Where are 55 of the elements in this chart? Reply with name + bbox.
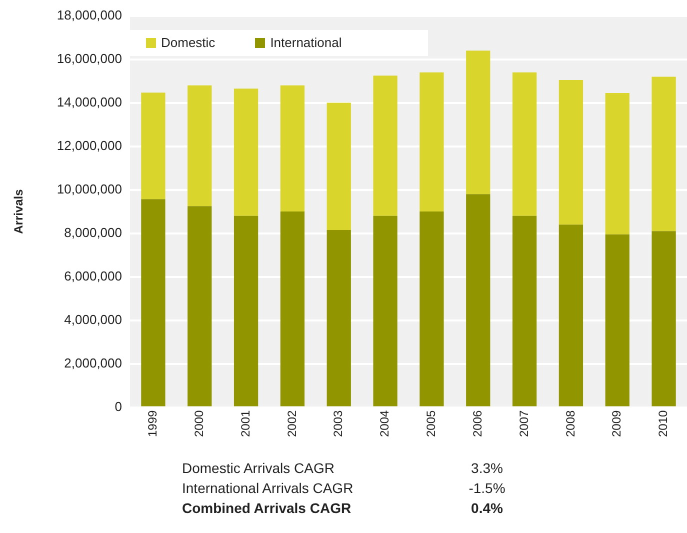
bar xyxy=(234,88,258,216)
x-tick-label: 2005 xyxy=(424,410,438,438)
bar xyxy=(234,216,258,406)
y-tick-label: 18,000,000 xyxy=(56,7,122,22)
bar xyxy=(373,216,398,406)
bar xyxy=(188,206,212,406)
x-tick-label: 1999 xyxy=(146,410,160,438)
bar xyxy=(558,224,584,406)
bar xyxy=(373,76,398,216)
x-tick-label: 2000 xyxy=(192,410,206,438)
text: 3.3% xyxy=(470,460,504,476)
bar xyxy=(652,76,676,232)
bar xyxy=(605,234,630,406)
y-tick-label: 6,000,000 xyxy=(64,268,122,284)
y-tick-label: 2,000,000 xyxy=(64,355,122,370)
text: Domestic Arrivals CAGR xyxy=(182,460,336,476)
y-tick-label: 12,000,000 xyxy=(56,138,122,153)
bar xyxy=(420,212,444,406)
bar xyxy=(652,231,676,406)
text: International Arrivals CAGR xyxy=(182,480,354,496)
bar xyxy=(141,199,166,406)
y-tick-label: 8,000,000 xyxy=(64,224,122,240)
x-tick-label: 2009 xyxy=(610,410,624,438)
y-tick-label: 4,000,000 xyxy=(64,312,122,327)
bar xyxy=(188,85,212,206)
bar xyxy=(326,102,351,230)
bar xyxy=(466,194,490,406)
legend-label: Domestic xyxy=(160,35,216,50)
x-tick-label: 2010 xyxy=(656,410,670,438)
x-tick-label: 2007 xyxy=(516,410,531,438)
text: 0.4% xyxy=(470,500,504,516)
bar xyxy=(420,72,444,212)
y-tick-label: 16,000,000 xyxy=(56,50,122,66)
text: Combined Arrivals CAGR xyxy=(182,500,352,516)
bar xyxy=(466,50,490,194)
bar xyxy=(558,80,584,225)
y-tick-label: 0 xyxy=(114,398,122,414)
text: -1.5% xyxy=(468,480,506,496)
bar xyxy=(280,212,305,406)
x-tick-label: 2004 xyxy=(378,410,392,438)
bar xyxy=(512,216,537,406)
legend-label: International xyxy=(269,35,342,50)
bar xyxy=(280,85,305,212)
x-tick-label: 2002 xyxy=(284,410,299,438)
bar xyxy=(326,230,351,406)
x-tick-label: 2008 xyxy=(563,410,578,438)
x-tick-label: 2006 xyxy=(470,410,484,438)
x-tick-label: 2003 xyxy=(331,410,346,438)
x-tick-label: 2001 xyxy=(238,410,252,438)
bar xyxy=(141,92,166,200)
y-tick-label: 14,000,000 xyxy=(56,94,122,110)
bar xyxy=(605,93,630,234)
y-axis-title: Arrivals xyxy=(12,188,26,234)
bar xyxy=(512,72,537,216)
y-tick-label: 10,000,000 xyxy=(56,181,122,196)
